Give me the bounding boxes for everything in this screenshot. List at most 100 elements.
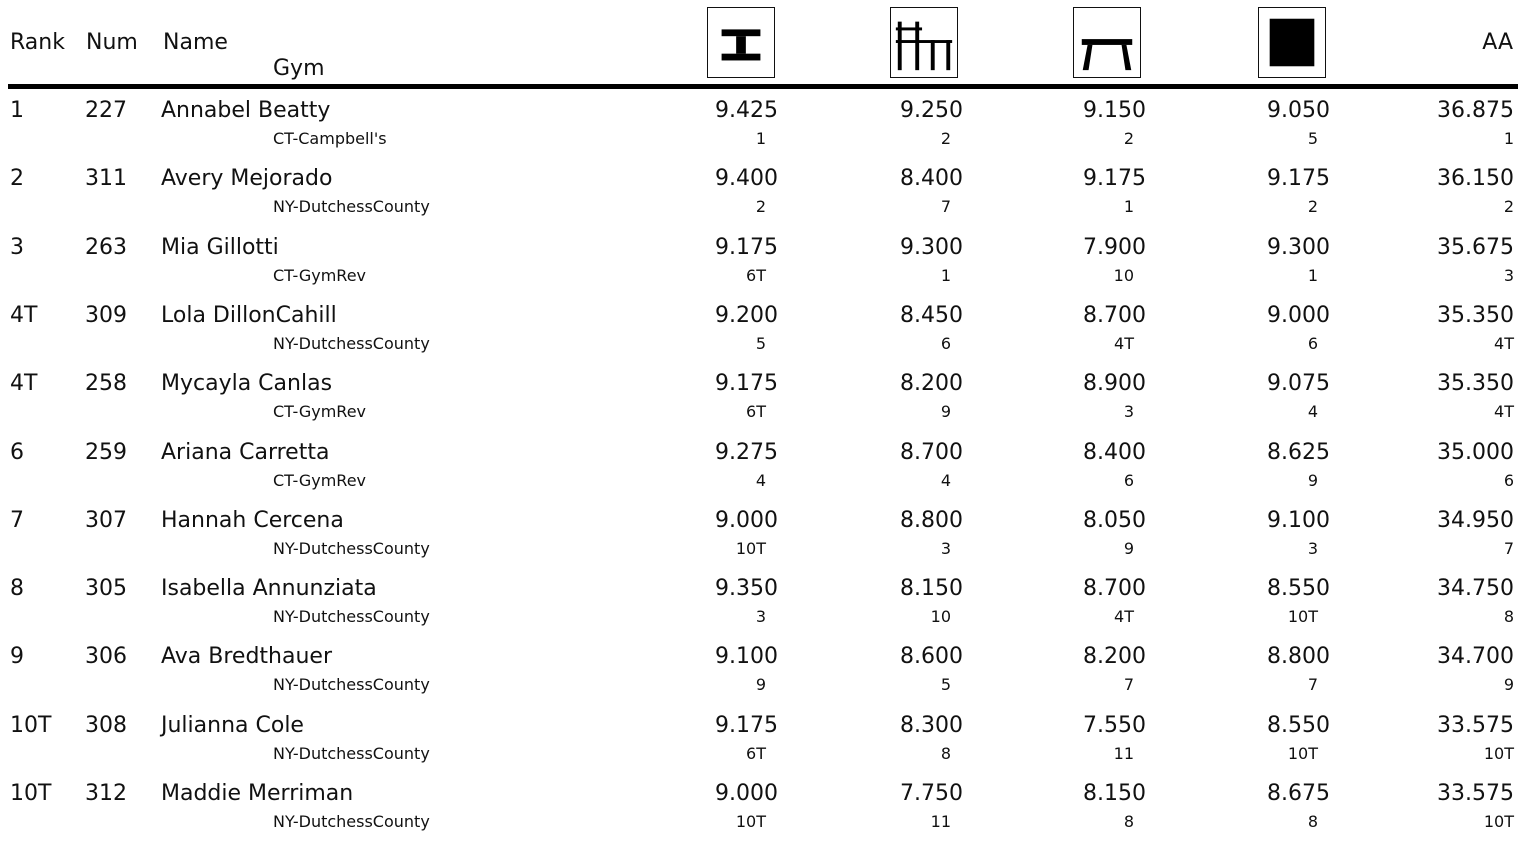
aa-score: 33.575 [1437, 712, 1514, 738]
event-score: 8.200 [1083, 644, 1146, 670]
event-place: 2 [755, 197, 766, 217]
gym-name: NY-DutchessCounty [273, 812, 430, 831]
event-place: 10T [735, 812, 766, 831]
aa-place: 10T [1483, 743, 1514, 763]
event-place: 9 [1123, 538, 1134, 558]
rank-cell: 4T [10, 302, 38, 328]
event-score: 8.150 [1083, 781, 1146, 806]
event-score: 8.550 [1267, 712, 1330, 738]
event-place: 6 [1123, 470, 1134, 490]
event-place: 6 [940, 333, 951, 353]
table-row: 1 227 Annabel Beatty CT-Campbell's 9.425 1 9.2… [0, 92, 1521, 160]
event-score: 7.550 [1083, 712, 1146, 738]
aa-header: AA [1482, 30, 1513, 55]
gymnast-name: Mycayla Canlas [161, 371, 333, 397]
table-row: 3 263 Mia Gillotti CT-GymRev 9.175 6T 9.300 1 7.… [0, 229, 1521, 297]
event-place: 9 [940, 402, 951, 422]
rank-header: Rank [10, 30, 65, 55]
gym-name: NY-DutchessCounty [273, 333, 430, 353]
table-row: 7 307 Hannah Cercena NY-DutchessCounty 9.000… [0, 502, 1521, 570]
table-row: 8 305 Isabella Annunziata NY-DutchessCounty… [0, 570, 1521, 638]
floor-exercise-icon [1258, 7, 1326, 78]
event-place: 10T [735, 538, 766, 558]
aa-score: 33.575 [1437, 781, 1514, 806]
event-score: 8.550 [1267, 576, 1330, 602]
rank-cell: 3 [10, 234, 24, 260]
header-rule [8, 84, 1518, 89]
aa-place: 10T [1483, 812, 1514, 831]
event-score: 8.400 [900, 166, 963, 192]
aa-score: 34.700 [1437, 644, 1514, 670]
aa-place: 1 [1503, 129, 1514, 148]
event-place: 1 [1307, 265, 1318, 285]
uneven-bars-icon [890, 7, 958, 78]
event-place: 1 [1123, 197, 1134, 217]
table-row: 4T 258 Mycayla Canlas CT-GymRev 9.175 6T 8.200… [0, 365, 1521, 433]
aa-score: 35.000 [1437, 439, 1514, 465]
event-score: 9.175 [715, 234, 778, 260]
gym-name: CT-Campbell's [273, 129, 387, 148]
event-score: 9.050 [1267, 98, 1330, 123]
event-score: 8.800 [1267, 644, 1330, 670]
event-score: 8.150 [900, 576, 963, 602]
num-cell: 227 [85, 98, 127, 123]
num-cell: 307 [85, 507, 127, 533]
aa-place: 8 [1503, 607, 1514, 627]
aa-place: 2 [1503, 197, 1514, 217]
num-cell: 312 [85, 781, 127, 806]
event-place: 8 [940, 743, 951, 763]
aa-score: 34.750 [1437, 576, 1514, 602]
results-header: Rank Num Name Gym AA [0, 0, 1521, 90]
aa-score: 36.150 [1437, 166, 1514, 192]
event-score: 9.400 [715, 166, 778, 192]
table-row: 10T 312 Maddie Merriman NY-DutchessCounty 9.… [0, 775, 1521, 843]
event-place: 7 [1307, 675, 1318, 695]
event-score: 9.175 [1267, 166, 1330, 192]
event-score: 8.700 [1083, 576, 1146, 602]
rank-cell: 10T [10, 712, 52, 738]
event-place: 1 [755, 129, 766, 148]
event-place: 6T [746, 402, 766, 422]
aa-place: 6 [1503, 470, 1514, 490]
event-score: 8.800 [900, 507, 963, 533]
num-cell: 258 [85, 371, 127, 397]
event-place: 11 [930, 812, 951, 831]
event-score: 9.275 [715, 439, 778, 465]
event-place: 3 [1307, 538, 1318, 558]
event-score: 8.050 [1083, 507, 1146, 533]
event-score: 9.000 [715, 781, 778, 806]
event-score: 9.175 [715, 371, 778, 397]
event-score: 9.350 [715, 576, 778, 602]
num-cell: 308 [85, 712, 127, 738]
event-place: 5 [1307, 129, 1318, 148]
event-place: 6T [746, 743, 766, 763]
event-score: 9.300 [900, 234, 963, 260]
event-score: 9.175 [715, 712, 778, 738]
event-place: 7 [1123, 675, 1134, 695]
rank-cell: 1 [10, 98, 24, 123]
event-score: 9.150 [1083, 98, 1146, 123]
event-place: 2 [940, 129, 951, 148]
gymnast-name: Isabella Annunziata [161, 576, 377, 602]
aa-place: 4T [1494, 402, 1514, 422]
event-place: 9 [755, 675, 766, 695]
event-score: 7.750 [900, 781, 963, 806]
rank-cell: 2 [10, 166, 24, 192]
gym-name: NY-DutchessCounty [273, 743, 430, 763]
num-cell: 306 [85, 644, 127, 670]
gymnast-name: Ariana Carretta [161, 439, 330, 465]
gym-name: NY-DutchessCounty [273, 675, 430, 695]
table-row: 2 311 Avery Mejorado NY-DutchessCounty 9.400… [0, 160, 1521, 228]
aa-score: 35.350 [1437, 371, 1514, 397]
event-place: 10 [1113, 265, 1134, 285]
event-score: 9.000 [1267, 302, 1330, 328]
table-row: 10T 308 Julianna Cole NY-DutchessCounty 9.17… [0, 707, 1521, 775]
aa-place: 4T [1494, 333, 1514, 353]
event-score: 8.900 [1083, 371, 1146, 397]
event-place: 6 [1307, 333, 1318, 353]
aa-place: 3 [1503, 265, 1514, 285]
table-row: 4T 309 Lola DillonCahill NY-DutchessCounty 9… [0, 297, 1521, 365]
event-score: 8.675 [1267, 781, 1330, 806]
event-score: 9.175 [1083, 166, 1146, 192]
event-place: 10T [1287, 743, 1318, 763]
